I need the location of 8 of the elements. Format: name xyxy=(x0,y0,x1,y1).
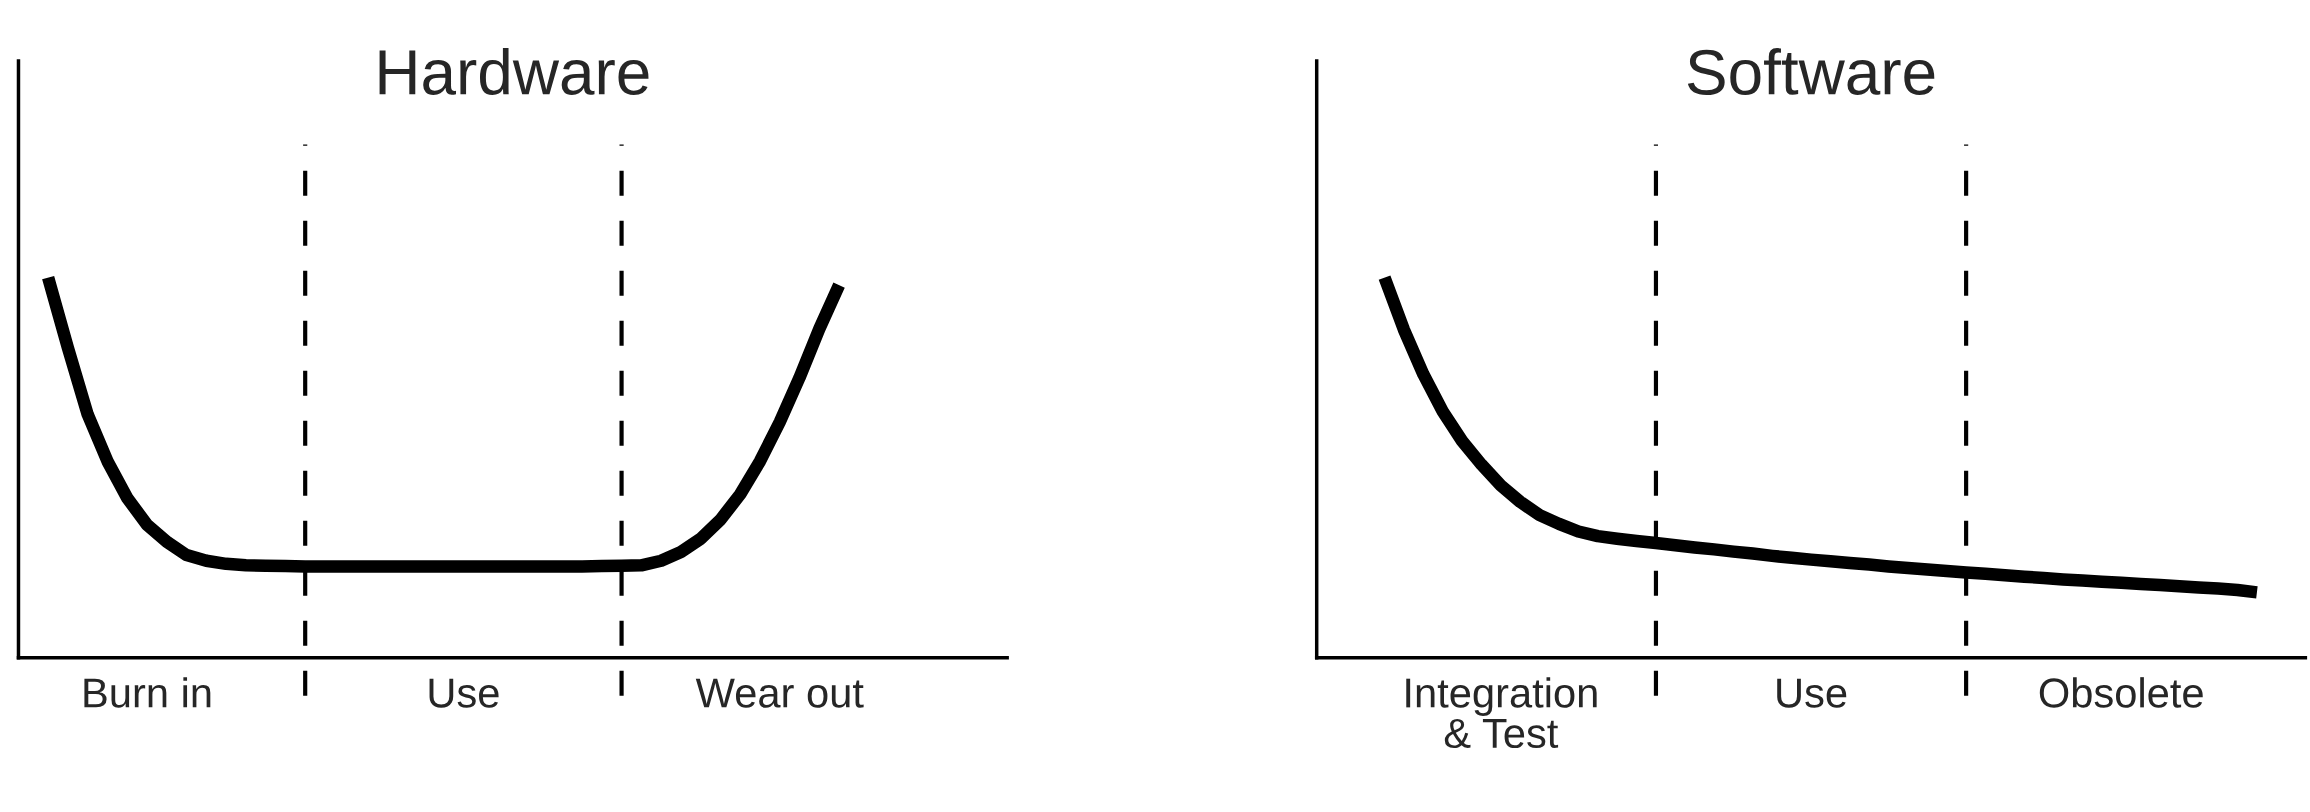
x-tick-label: Obsolete xyxy=(2039,677,2203,708)
x-tick-label: Burn in xyxy=(84,677,211,708)
x-tick-label: Use xyxy=(429,678,499,708)
chart-title: Hardware xyxy=(379,48,649,95)
x-tick-label: Wear out xyxy=(695,678,864,708)
x-tick-label: Use xyxy=(1777,678,1847,708)
x-tick-label: Integration & Test xyxy=(1406,677,1597,749)
chart-title: Software xyxy=(1687,48,1935,95)
